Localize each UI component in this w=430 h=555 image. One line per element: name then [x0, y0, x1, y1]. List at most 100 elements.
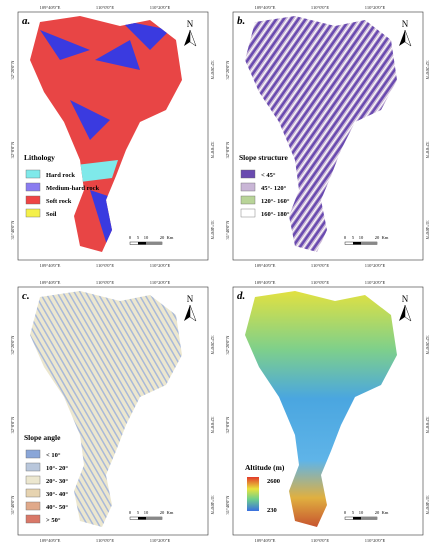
legend-item: 20°- 30°: [46, 478, 68, 485]
lithology-patch: [76, 160, 118, 182]
legend-swatch: [240, 208, 256, 218]
legend-swatch: [240, 169, 256, 179]
scale-label: 20: [160, 235, 165, 240]
longitude-label: 110°20'0"E: [150, 280, 171, 285]
scale-label: 0: [344, 235, 347, 240]
scale-bar: [138, 242, 146, 245]
north-arrow: [399, 30, 405, 46]
longitude-label: 109°40'0"E: [255, 280, 276, 285]
scale-label: 10: [144, 235, 149, 240]
scale-bar: [361, 242, 377, 245]
north-arrow: [184, 305, 190, 321]
latitude-label: 31°40'0"N: [10, 220, 15, 240]
scale-bar: [146, 242, 162, 245]
legend-swatch: [240, 195, 256, 205]
legend-item: 30°- 40°: [46, 491, 68, 498]
longitude-label: 109°40'0"E: [255, 263, 276, 268]
longitude-label: 110°20'0"E: [365, 5, 386, 10]
scale-label: 10: [359, 510, 364, 515]
latitude-label: 31°40'0"N: [225, 495, 230, 515]
longitude-label: 109°40'0"E: [40, 5, 61, 10]
panel-label: c.: [22, 290, 30, 302]
latitude-label: 32°0'0"N: [425, 417, 430, 434]
lithology-patch: [95, 40, 140, 70]
latitude-label: 31°40'0"N: [425, 496, 430, 516]
longitude-label: 109°40'0"E: [40, 280, 61, 285]
legend-item: 120°- 160°: [261, 198, 290, 205]
map-panel: 109°40'0"E 109°40'0"E 110°0'0"E 110°0'0"E 11…: [225, 280, 430, 543]
latitude-label: 32°20'0"N: [210, 61, 215, 81]
latitude-label: 32°0'0"N: [210, 417, 215, 434]
legend-item: Soft rock: [46, 198, 72, 205]
latitude-label: 32°0'0"N: [10, 416, 15, 433]
legend-swatch: [25, 208, 41, 218]
longitude-label: 110°20'0"E: [150, 5, 171, 10]
longitude-label: 110°0'0"E: [96, 5, 115, 10]
latitude-label: 32°20'0"N: [425, 61, 430, 81]
legend-swatch: [25, 488, 41, 498]
north-label: N: [402, 19, 409, 29]
legend-ramp: [247, 477, 259, 511]
longitude-label: 110°20'0"E: [365, 263, 386, 268]
latitude-label: 32°0'0"N: [210, 142, 215, 159]
panel-label: a.: [22, 15, 30, 27]
legend-swatch: [25, 514, 41, 524]
legend-min: 230: [267, 507, 277, 514]
scale-label: Km: [167, 510, 174, 515]
legend-swatch: [25, 195, 41, 205]
longitude-label: 110°20'0"E: [365, 538, 386, 543]
map-panel: 109°40'0"E 109°40'0"E 110°0'0"E 110°0'0"E 11…: [10, 280, 215, 543]
longitude-label: 110°20'0"E: [150, 538, 171, 543]
longitude-label: 110°0'0"E: [96, 263, 115, 268]
longitude-label: 109°40'0"E: [40, 263, 61, 268]
scale-label: 0: [344, 510, 347, 515]
scale-label: 5: [352, 510, 355, 515]
longitude-label: 110°20'0"E: [150, 263, 171, 268]
latitude-label: 32°0'0"N: [225, 416, 230, 433]
north-label: N: [187, 19, 194, 29]
scale-label: Km: [167, 235, 174, 240]
scale-label: 20: [375, 510, 380, 515]
scale-label: Km: [382, 235, 389, 240]
scale-bar: [138, 517, 146, 520]
latitude-label: 31°40'0"N: [425, 221, 430, 241]
scale-label: 0: [129, 235, 132, 240]
latitude-label: 32°20'0"N: [225, 335, 230, 355]
longitude-label: 110°0'0"E: [96, 280, 115, 285]
scale-label: 0: [129, 510, 132, 515]
legend-swatch: [25, 462, 41, 472]
legend-swatch: [25, 169, 41, 179]
longitude-label: 109°40'0"E: [255, 5, 276, 10]
latitude-label: 32°20'0"N: [425, 336, 430, 356]
longitude-label: 110°0'0"E: [311, 280, 330, 285]
legend-swatch: [25, 182, 41, 192]
legend-item: 45°- 120°: [261, 185, 287, 192]
latitude-label: 31°40'0"N: [10, 495, 15, 515]
longitude-label: 110°0'0"E: [311, 538, 330, 543]
legend-title: Slope angle: [24, 433, 61, 442]
scale-label: Km: [382, 510, 389, 515]
north-arrow: [399, 305, 405, 321]
scale-label: 5: [352, 235, 355, 240]
panel-label: b.: [237, 15, 245, 27]
panel-label: d.: [237, 290, 245, 302]
lithology-patch: [70, 100, 110, 140]
scale-bar: [353, 517, 361, 520]
legend-item: < 45°: [261, 172, 276, 179]
scale-label: 10: [144, 510, 149, 515]
latitude-label: 31°40'0"N: [210, 496, 215, 516]
latitude-label: 32°0'0"N: [225, 141, 230, 158]
north-label: N: [402, 294, 409, 304]
legend-swatch: [240, 182, 256, 192]
legend-max: 2600: [267, 478, 280, 485]
legend-swatch: [25, 475, 41, 485]
legend-title: Lithology: [24, 153, 55, 162]
longitude-label: 110°0'0"E: [96, 538, 115, 543]
legend-item: 40°- 50°: [46, 504, 68, 511]
latitude-label: 32°0'0"N: [425, 142, 430, 159]
latitude-label: 31°40'0"N: [225, 220, 230, 240]
north-arrow: [404, 304, 412, 322]
map-panel: 109°40'0"E 109°40'0"E 110°0'0"E 110°0'0"E 11…: [10, 5, 215, 268]
scale-bar: [146, 517, 162, 520]
legend-item: Medium-hard rock: [46, 185, 100, 192]
